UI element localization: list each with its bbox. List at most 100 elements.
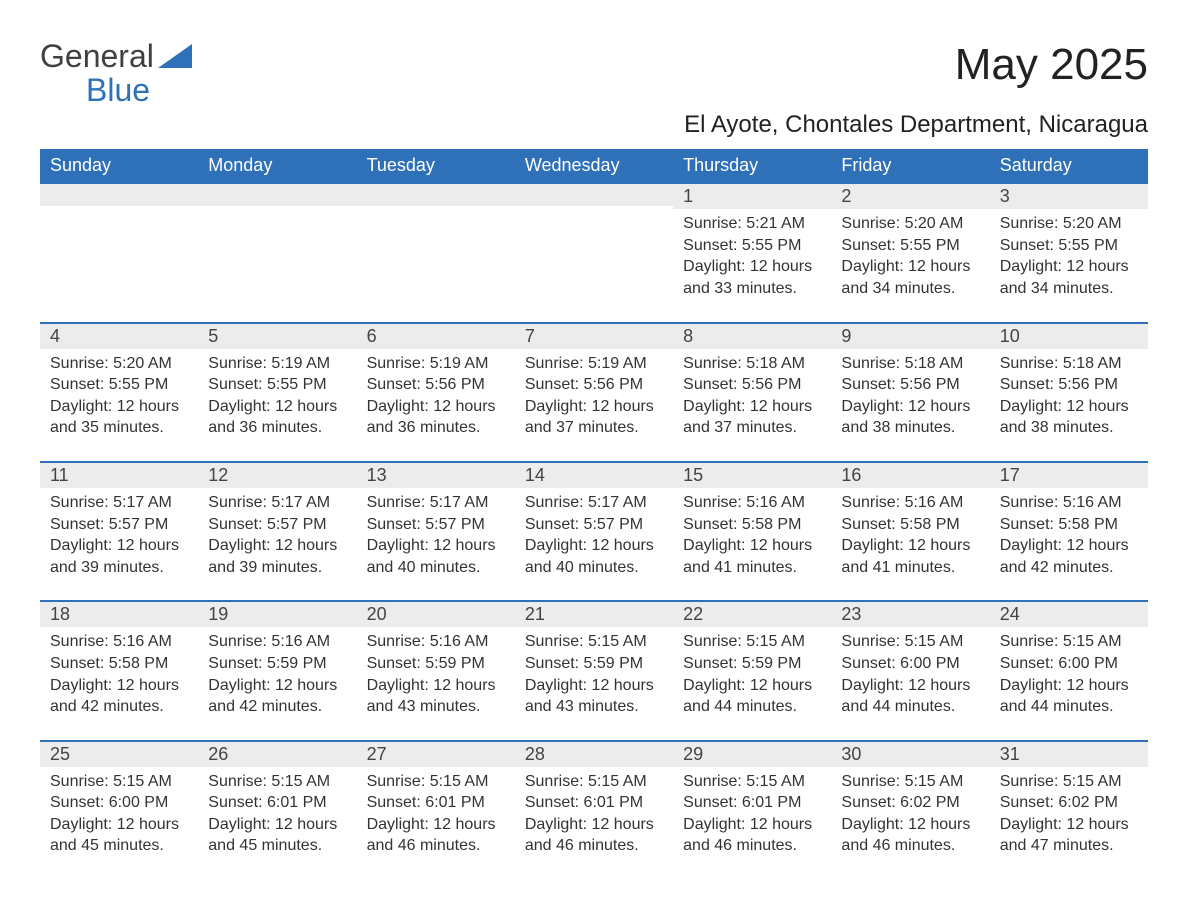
day-daylight2: and 36 minutes. [208,417,346,439]
day-sunset: Sunset: 5:57 PM [208,514,346,536]
day-daylight2: and 42 minutes. [50,696,188,718]
calendar: SundayMondayTuesdayWednesdayThursdayFrid… [40,149,1148,863]
day-number: 26 [198,740,356,767]
day-cell: 12Sunrise: 5:17 AMSunset: 5:57 PMDayligh… [198,461,356,584]
day-sunrise: Sunrise: 5:17 AM [50,492,188,514]
day-daylight1: Daylight: 12 hours [50,535,188,557]
day-daylight2: and 45 minutes. [208,835,346,857]
day-sunrise: Sunrise: 5:15 AM [525,771,663,793]
weekday-header-cell: Friday [831,149,989,182]
day-sunset: Sunset: 5:56 PM [525,374,663,396]
day-sunrise: Sunrise: 5:16 AM [1000,492,1138,514]
day-daylight1: Daylight: 12 hours [50,396,188,418]
day-sunset: Sunset: 5:55 PM [841,235,979,257]
day-sunrise: Sunrise: 5:19 AM [367,353,505,375]
day-daylight1: Daylight: 12 hours [367,675,505,697]
day-daylight1: Daylight: 12 hours [683,396,821,418]
week-row: 25Sunrise: 5:15 AMSunset: 6:00 PMDayligh… [40,740,1148,863]
day-sunset: Sunset: 5:55 PM [50,374,188,396]
day-number: 1 [673,182,831,209]
day-cell: 8Sunrise: 5:18 AMSunset: 5:56 PMDaylight… [673,322,831,445]
day-sunset: Sunset: 6:00 PM [1000,653,1138,675]
day-sunrise: Sunrise: 5:15 AM [525,631,663,653]
weekday-header-cell: Tuesday [357,149,515,182]
day-daylight1: Daylight: 12 hours [841,256,979,278]
day-cell: 30Sunrise: 5:15 AMSunset: 6:02 PMDayligh… [831,740,989,863]
day-number: 20 [357,600,515,627]
day-cell: 28Sunrise: 5:15 AMSunset: 6:01 PMDayligh… [515,740,673,863]
day-daylight2: and 39 minutes. [208,557,346,579]
day-daylight1: Daylight: 12 hours [683,814,821,836]
day-daylight2: and 34 minutes. [1000,278,1138,300]
day-cell: 15Sunrise: 5:16 AMSunset: 5:58 PMDayligh… [673,461,831,584]
day-cell: 24Sunrise: 5:15 AMSunset: 6:00 PMDayligh… [990,600,1148,723]
day-sunset: Sunset: 5:59 PM [525,653,663,675]
day-cell: 21Sunrise: 5:15 AMSunset: 5:59 PMDayligh… [515,600,673,723]
day-number: 23 [831,600,989,627]
day-cell: 19Sunrise: 5:16 AMSunset: 5:59 PMDayligh… [198,600,356,723]
day-daylight1: Daylight: 12 hours [1000,396,1138,418]
day-cell: 6Sunrise: 5:19 AMSunset: 5:56 PMDaylight… [357,322,515,445]
day-daylight1: Daylight: 12 hours [1000,256,1138,278]
day-sunset: Sunset: 6:01 PM [208,792,346,814]
day-sunrise: Sunrise: 5:21 AM [683,213,821,235]
day-sunrise: Sunrise: 5:15 AM [683,771,821,793]
day-number: 6 [357,322,515,349]
day-sunset: Sunset: 5:57 PM [50,514,188,536]
day-sunset: Sunset: 5:58 PM [1000,514,1138,536]
location-subtitle: El Ayote, Chontales Department, Nicaragu… [40,111,1148,139]
day-cell: 23Sunrise: 5:15 AMSunset: 6:00 PMDayligh… [831,600,989,723]
weekday-header-cell: Thursday [673,149,831,182]
day-number: 22 [673,600,831,627]
day-number: 19 [198,600,356,627]
day-sunset: Sunset: 5:58 PM [841,514,979,536]
day-daylight2: and 46 minutes. [525,835,663,857]
day-daylight2: and 44 minutes. [1000,696,1138,718]
day-sunset: Sunset: 5:55 PM [683,235,821,257]
page-title: May 2025 [955,40,1148,90]
day-daylight2: and 33 minutes. [683,278,821,300]
day-cell: 29 Sunrise: 5:15 AMSunset: 6:01 PMDayligh… [673,740,831,863]
day-daylight2: and 42 minutes. [208,696,346,718]
day-cell: 27Sunrise: 5:15 AMSunset: 6:01 PMDayligh… [357,740,515,863]
day-daylight1: Daylight: 12 hours [208,535,346,557]
day-cell: 14Sunrise: 5:17 AMSunset: 5:57 PMDayligh… [515,461,673,584]
day-sunset: Sunset: 6:01 PM [683,792,821,814]
day-sunrise: Sunrise: 5:17 AM [525,492,663,514]
day-daylight1: Daylight: 12 hours [525,396,663,418]
weekday-header-cell: Wednesday [515,149,673,182]
week-row: 11Sunrise: 5:17 AMSunset: 5:57 PMDayligh… [40,461,1148,584]
day-daylight1: Daylight: 12 hours [50,675,188,697]
day-number: 16 [831,461,989,488]
day-cell: 4Sunrise: 5:20 AMSunset: 5:55 PMDaylight… [40,322,198,445]
day-sunset: Sunset: 6:01 PM [367,792,505,814]
day-sunset: Sunset: 6:01 PM [525,792,663,814]
day-sunset: Sunset: 5:59 PM [208,653,346,675]
day-daylight2: and 40 minutes. [367,557,505,579]
day-sunrise: Sunrise: 5:18 AM [1000,353,1138,375]
empty-day-cell [40,182,198,305]
weekday-header-cell: Monday [198,149,356,182]
day-daylight2: and 41 minutes. [683,557,821,579]
day-daylight1: Daylight: 12 hours [367,814,505,836]
day-sunrise: Sunrise: 5:15 AM [841,771,979,793]
day-cell: 2Sunrise: 5:20 AMSunset: 5:55 PMDaylight… [831,182,989,305]
brand-name-part2: Blue [86,72,150,108]
day-number: 2 [831,182,989,209]
day-daylight2: and 43 minutes. [367,696,505,718]
day-cell: 5Sunrise: 5:19 AMSunset: 5:55 PMDaylight… [198,322,356,445]
brand-name-part1: General [40,38,154,74]
day-sunrise: Sunrise: 5:16 AM [683,492,821,514]
day-sunrise: Sunrise: 5:15 AM [841,631,979,653]
day-daylight1: Daylight: 12 hours [367,396,505,418]
day-cell: 9Sunrise: 5:18 AMSunset: 5:56 PMDaylight… [831,322,989,445]
day-daylight1: Daylight: 12 hours [1000,535,1138,557]
day-sunrise: Sunrise: 5:16 AM [50,631,188,653]
day-cell: 13Sunrise: 5:17 AMSunset: 5:57 PMDayligh… [357,461,515,584]
day-sunrise: Sunrise: 5:20 AM [50,353,188,375]
day-cell: 11Sunrise: 5:17 AMSunset: 5:57 PMDayligh… [40,461,198,584]
day-daylight1: Daylight: 12 hours [1000,814,1138,836]
day-number: 29 [673,740,831,767]
empty-day-bar [40,182,198,206]
empty-day-cell [357,182,515,305]
